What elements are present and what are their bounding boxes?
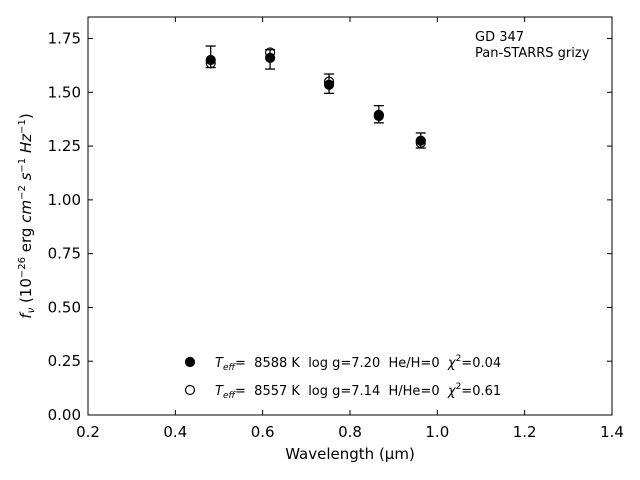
x-tick-label: 0.8 (338, 423, 362, 441)
x-tick-label: 1.2 (513, 423, 537, 441)
annotation-survey: Pan-STARRS grizy (475, 46, 590, 61)
annotation-star-name: GD 347 (475, 30, 524, 45)
legend-teff: 8557 K (254, 384, 300, 399)
y-tick-label: 1.25 (48, 137, 81, 155)
legend-entry-2: Teff= 8557 K log g=7.14 H/He=0 χ2=0.61 (215, 382, 501, 401)
y-axis-title: fν (10−26 erg cm−2 s−1 Hz−1) (17, 113, 37, 318)
y-tick-label: 1.75 (48, 30, 81, 48)
legend: Teff= 8588 K log g=7.20 He/H=0 χ2=0.04 Te… (184, 354, 501, 401)
legend-open-marker (184, 384, 196, 396)
legend-chi2: =0.04 (461, 356, 501, 371)
x-axis-title: Wavelength (μm) (285, 445, 415, 463)
y-axis-unit-erg: erg (17, 228, 35, 253)
legend-composition: H/He=0 (389, 384, 440, 399)
filled-model-point (205, 54, 216, 66)
filled-model-point (264, 52, 276, 63)
y-tick-label: 0.00 (48, 406, 81, 424)
open-model-point (415, 137, 426, 148)
open-model-point (373, 109, 384, 120)
y-tick-label: 0.50 (48, 298, 81, 316)
legend-chi2: =0.61 (461, 384, 501, 399)
y-tick-label: 1.50 (48, 83, 81, 101)
legend-composition: He/H=0 (389, 356, 440, 371)
y-tick-label: 1.00 (48, 191, 81, 209)
x-axis-label: Wavelength (285, 445, 374, 463)
axis-ticks: 0.2 0.4 0.6 0.8 1.0 1.2 1.4 0.00 0.25 0.50 0.75 1.0… (48, 17, 624, 441)
legend-entry-1: Teff= 8588 K log g=7.20 He/H=0 χ2=0.04 (215, 354, 501, 373)
x-tick-label: 0.6 (251, 423, 275, 441)
x-axis-unit: μm (385, 445, 409, 463)
open-model-point (264, 47, 276, 58)
y-tick-label: 0.75 (48, 245, 81, 263)
plot-frame (87, 16, 613, 416)
x-tick-label: 0.4 (163, 423, 187, 441)
open-model-point (323, 76, 335, 87)
legend-logg: log g=7.14 (308, 384, 380, 399)
legend-teff: 8588 K (254, 356, 300, 371)
x-tick-label: 0.2 (76, 423, 100, 441)
filled-model-point (323, 79, 335, 90)
legend-filled-marker (184, 356, 196, 368)
x-tick-label: 1.0 (425, 423, 449, 441)
y-tick-label: 0.25 (48, 352, 81, 370)
data-points (205, 47, 426, 148)
x-tick-label: 1.4 (600, 423, 624, 441)
legend-logg: log g=7.20 (308, 356, 380, 371)
open-model-point (205, 58, 216, 69)
